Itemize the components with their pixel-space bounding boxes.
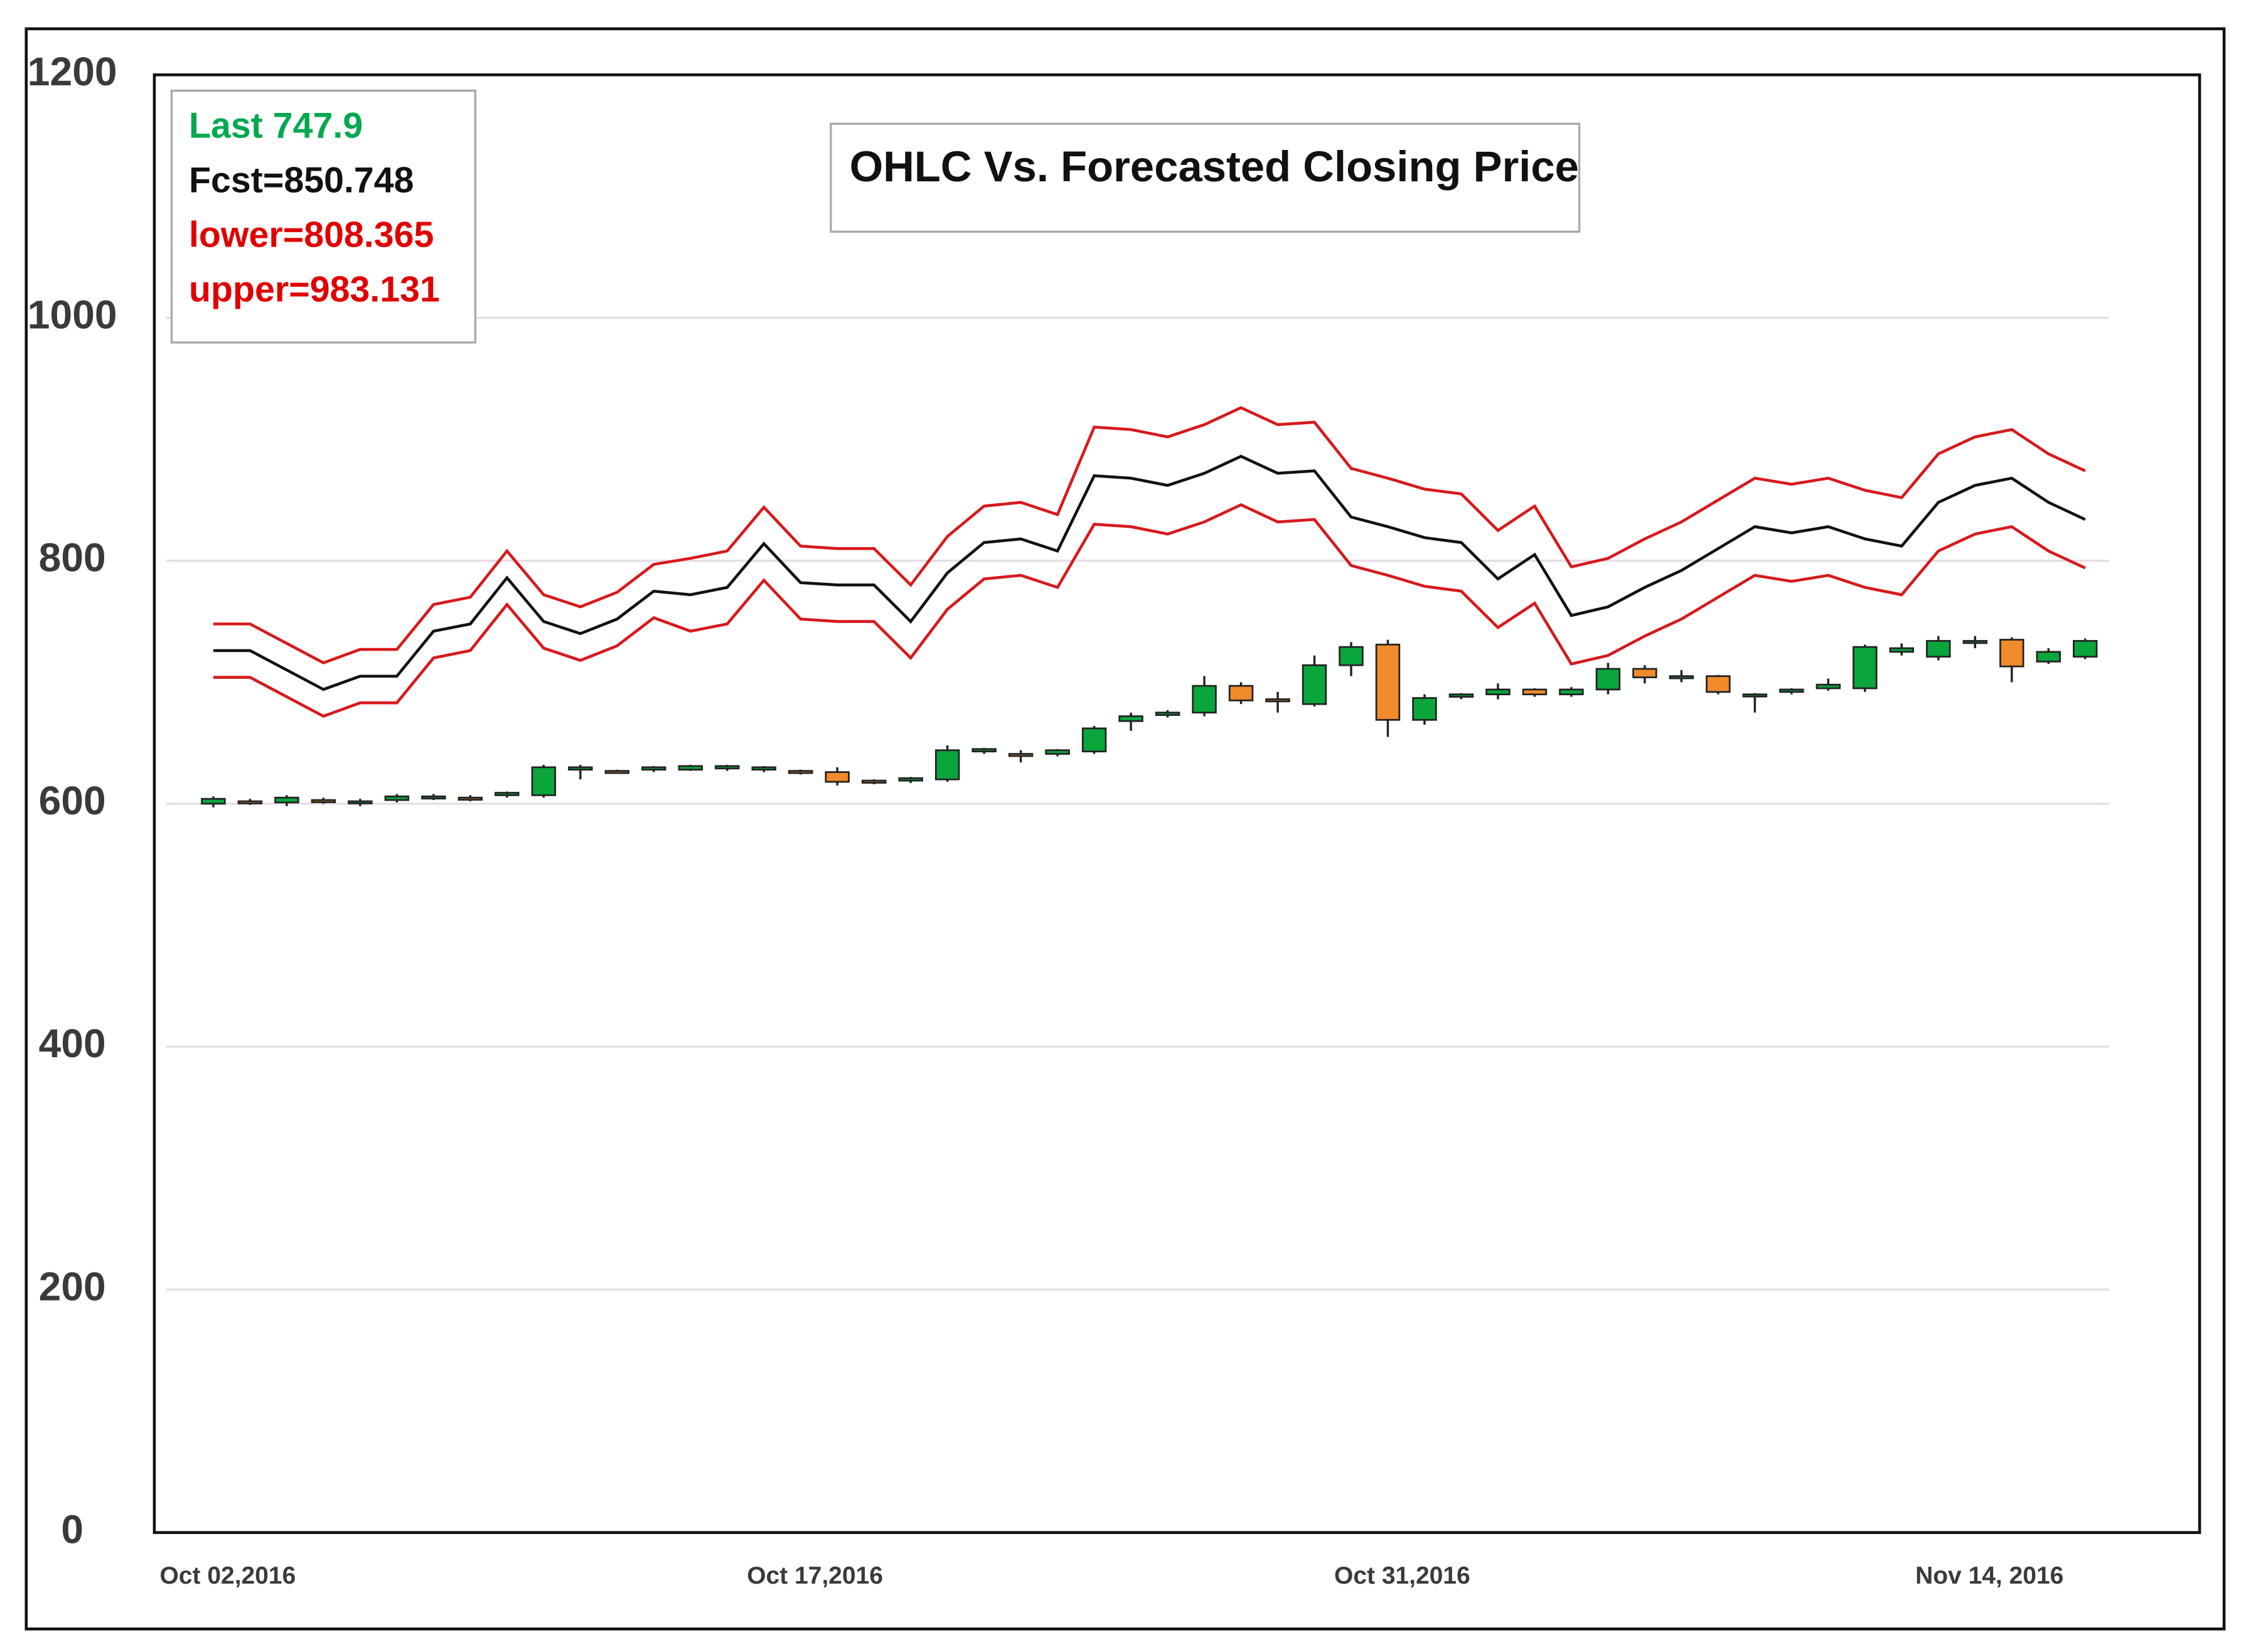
- candle-body: [1118, 715, 1143, 722]
- candle-body: [898, 777, 923, 782]
- candle-body: [274, 796, 299, 804]
- candle-body: [531, 766, 557, 796]
- y-tick-label: 800: [39, 535, 106, 580]
- candle-body: [1265, 698, 1290, 703]
- candle-body: [1081, 727, 1107, 753]
- x-tick-label: Nov 14, 2016: [1915, 1562, 2063, 1589]
- candle-body: [237, 800, 263, 804]
- candles: [201, 636, 2098, 807]
- candle-body: [604, 770, 630, 774]
- candle-body: [311, 799, 336, 803]
- candle-body: [1816, 683, 1841, 690]
- candle-body: [1632, 668, 1657, 678]
- forecast-line: [213, 406, 2086, 664]
- candle-body: [788, 770, 813, 774]
- axis-labels: 0 200 400 600 800 1000 1200 Oct 02,2016 Oct 17,2…: [28, 49, 2064, 1589]
- candle-body: [421, 795, 446, 800]
- candle-body: [825, 771, 850, 783]
- candle-body: [1192, 685, 1217, 714]
- y-tick-label: 200: [39, 1264, 106, 1309]
- forecast-line: [213, 454, 2086, 691]
- candle-body: [1962, 640, 1988, 644]
- info-text: upper=983.131: [189, 270, 440, 310]
- candle-body: [1522, 688, 1548, 696]
- candle-body: [861, 779, 887, 784]
- y-tick-label: 600: [39, 778, 106, 823]
- candle-body: [751, 766, 776, 771]
- candle-body: [1485, 688, 1511, 696]
- x-tick-label: Oct 17,2016: [747, 1562, 883, 1589]
- candle-body: [1008, 753, 1034, 757]
- info-text: Last 747.9: [189, 105, 363, 146]
- info-box: [170, 89, 477, 344]
- candle-body: [641, 766, 666, 771]
- candle-body: [1853, 646, 1878, 690]
- plot-frame: [152, 73, 2201, 1534]
- candle-body: [1155, 711, 1180, 716]
- y-tick-label: 0: [61, 1507, 83, 1552]
- candle-body: [1779, 688, 1804, 693]
- candle-body: [1228, 685, 1254, 701]
- y-tick-label: 1000: [28, 292, 117, 337]
- candle-body: [1669, 675, 1694, 679]
- candle-body: [678, 765, 703, 771]
- forecast-line: [213, 503, 2086, 718]
- candle-body: [201, 797, 226, 805]
- candle-body: [1045, 749, 1070, 755]
- candle-body: [1448, 693, 1474, 698]
- candle-body: [348, 800, 373, 804]
- candle-body: [1412, 697, 1437, 721]
- forecast-lines: [213, 406, 2086, 718]
- y-tick-label: 400: [39, 1021, 106, 1066]
- candle-body: [1999, 639, 2024, 668]
- candle-body: [1595, 668, 1621, 691]
- outer-frame: [24, 27, 2226, 1631]
- info-text: Fcst=850.748: [189, 160, 414, 200]
- candle-body: [1706, 675, 1731, 693]
- candle-body: [1339, 646, 1364, 666]
- info-texts: Last 747.9 Fcst=850.748 lower=808.365 upper…: [189, 105, 440, 309]
- x-tick-label: Oct 31,2016: [1334, 1562, 1470, 1589]
- candle-body: [1742, 693, 1768, 698]
- candle-body: [1889, 647, 1915, 653]
- title-box: [830, 122, 1581, 233]
- chart-title: OHLC Vs. Forecasted Closing Price: [850, 142, 1579, 191]
- candle-body: [495, 792, 520, 796]
- x-tick-label: Oct 02,2016: [160, 1562, 296, 1589]
- candle-body: [457, 796, 483, 801]
- candle-body: [1559, 688, 1584, 696]
- candle-body: [568, 766, 593, 771]
- y-tick-label: 1200: [28, 49, 117, 94]
- candle-body: [2036, 651, 2061, 663]
- candle-body: [2073, 640, 2098, 658]
- info-text: lower=808.365: [189, 215, 434, 255]
- candle-body: [384, 795, 410, 801]
- candle-body: [715, 765, 740, 770]
- candle-body: [1302, 664, 1327, 705]
- candle-body: [971, 748, 997, 753]
- grid: [166, 316, 2109, 1291]
- candle-body: [934, 749, 960, 781]
- candle-body: [1926, 640, 1951, 658]
- candle-body: [1375, 643, 1401, 721]
